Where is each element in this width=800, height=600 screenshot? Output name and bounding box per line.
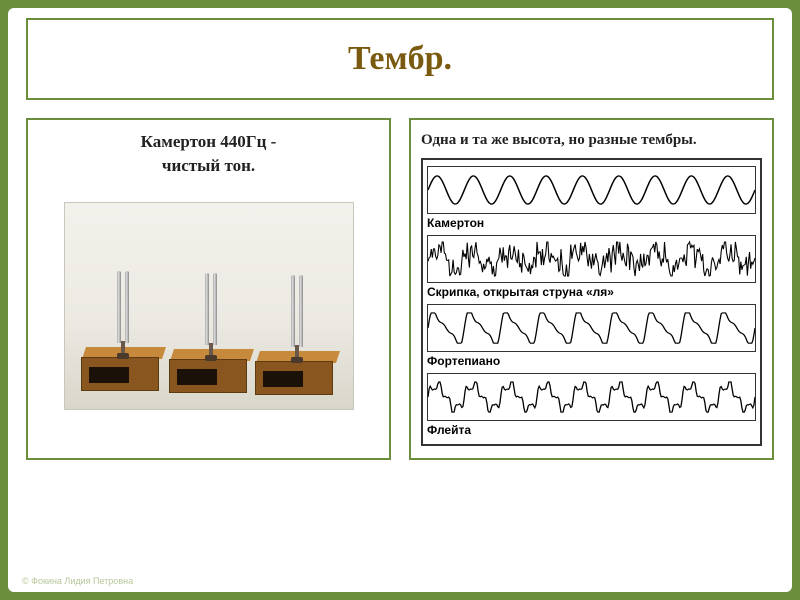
slide: Тембр. Камертон 440Гц - чистый тон. [8,8,792,592]
waveform-panel: Камертон Скрипка, открытая струна «ля» Ф… [421,158,762,446]
waveform-label: Камертон [427,216,756,230]
waveform-violin [427,235,756,283]
waveform-label: Скрипка, открытая струна «ля» [427,285,756,299]
left-heading: Камертон 440Гц - чистый тон. [38,130,379,178]
waveform-tuning-fork [427,166,756,214]
left-heading-line2: чистый тон. [162,156,255,175]
waveform-label: Фортепиано [427,354,756,368]
waveform-block: Скрипка, открытая струна «ля» [427,235,756,302]
tuning-fork [113,271,133,359]
right-column: Одна и та же высота, но разные тембры. К… [409,118,774,460]
waveform-flute [427,373,756,421]
waveform-piano [427,304,756,352]
tuning-fork [201,273,221,361]
waveform-label: Флейта [427,423,756,437]
slide-title: Тембр. [38,40,762,78]
tuning-fork [287,275,307,363]
tuning-forks-image [64,202,354,410]
waveform-block: Флейта [427,373,756,440]
footer-credit: © Фокина Лидия Петровна [22,576,133,586]
columns: Камертон 440Гц - чистый тон. [26,118,774,460]
title-bar: Тембр. [26,18,774,100]
left-heading-line1: Камертон 440Гц - [141,132,277,151]
right-heading: Одна и та же высота, но разные тембры. [421,130,762,150]
waveform-block: Камертон [427,166,756,233]
left-column: Камертон 440Гц - чистый тон. [26,118,391,460]
waveform-block: Фортепиано [427,304,756,371]
